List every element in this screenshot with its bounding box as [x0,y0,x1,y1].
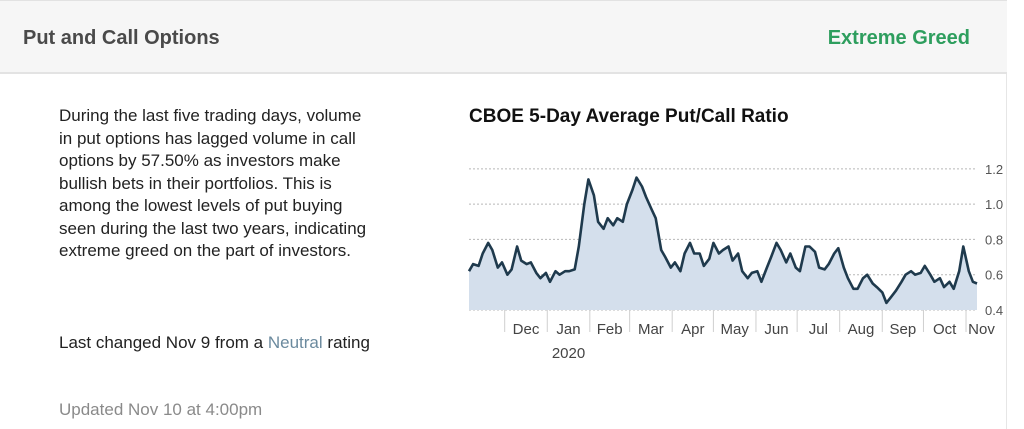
last-changed-suffix: rating [327,333,370,352]
x-tick-label: Jun [764,321,788,338]
card-title: Put and Call Options [23,27,220,49]
last-changed-text: Last changed Nov 9 from a Neutral rating [59,331,379,354]
card-header: Put and Call Options Extreme Greed [0,0,1007,74]
x-tick-label: Sep [890,321,917,338]
x-tick-label: Dec [513,321,540,338]
y-axis-ticks: 0.4 0.6 0.8 1.0 1.2 [985,162,1003,318]
y-tick-label: 1.2 [985,162,1003,177]
y-tick-label: 0.8 [985,232,1003,247]
previous-rating-label: Neutral [267,333,323,352]
x-tick-label: Nov [968,321,995,338]
x-tick-label: May [721,321,750,338]
last-changed-prefix: Last changed Nov 9 from a [59,333,264,352]
x-tick-label: Oct [933,321,957,338]
y-tick-label: 1.0 [985,197,1003,212]
y-tick-label: 0.4 [985,303,1003,318]
chart-series-line [467,176,978,305]
rating-label: Extreme Greed [827,27,970,49]
x-tick-label: Jan [556,321,580,338]
chart-area-fill [469,177,977,310]
description-text: During the last five trading days, volum… [59,106,367,260]
x-tick-label: Apr [681,321,704,338]
year-label: 2020 [552,345,585,362]
x-tick-label: Feb [597,321,623,338]
x-tick-label: Mar [638,321,664,338]
chart-title: CBOE 5-Day Average Put/Call Ratio [469,106,789,127]
updated-timestamp: Updated Nov 10 at 4:00pm [59,400,263,419]
x-tick-label: Aug [848,321,875,338]
x-axis-ticks: Dec Jan Feb Mar Apr May Jun Jul Aug Sep Oct Nov [504,310,995,338]
y-tick-label: 0.6 [985,268,1003,283]
x-tick-label: Jul [809,321,828,338]
put-call-ratio-chart: 0.4 0.6 0.8 1.0 1.2 Dec Jan Feb Mar Apr May Jun Jul… [467,162,1003,362]
